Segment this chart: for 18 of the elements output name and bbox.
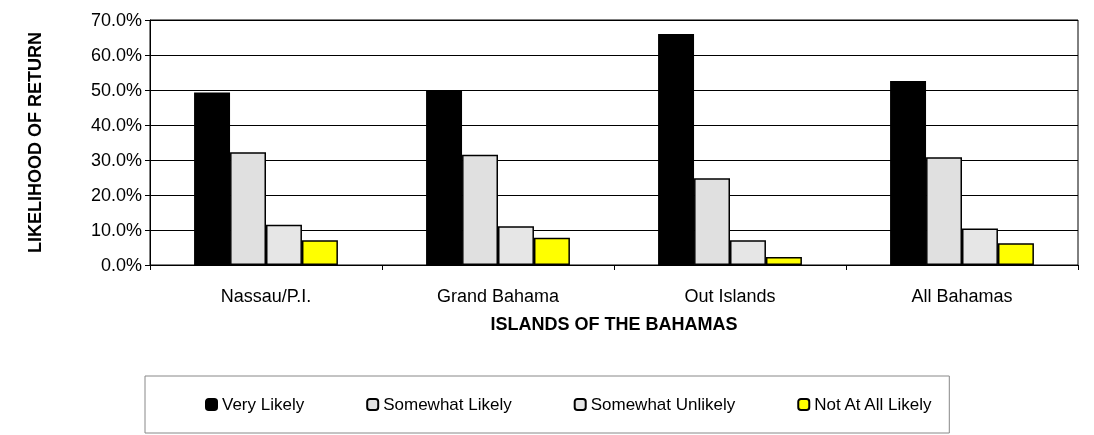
y-tick-label: 0.0%	[100, 255, 142, 275]
legend-label: Not At All Likely	[814, 395, 932, 414]
legend-label: Somewhat Unlikely	[590, 395, 736, 414]
y-tick-label: 50.0%	[90, 80, 142, 100]
y-tick-label: 40.0%	[90, 115, 142, 135]
legend-label: Somewhat Likely	[383, 395, 513, 414]
y-tick-label: 10.0%	[90, 220, 142, 240]
y-tick-label: 20.0%	[90, 185, 142, 205]
x-tick-label: Grand Bahama	[436, 286, 561, 306]
x-axis-title: ISLANDS OF THE BAHAMAS	[490, 314, 738, 334]
y-tick-label: 70.0%	[90, 10, 142, 30]
legend-label: Very Likely	[222, 395, 305, 414]
x-tick-label: Out Islands	[684, 286, 776, 306]
x-tick-label: Nassau/P.I.	[220, 286, 312, 306]
y-tick-label: 60.0%	[90, 45, 142, 65]
y-tick-label: 30.0%	[90, 150, 142, 170]
x-tick-label: All Bahamas	[911, 286, 1013, 306]
y-axis-title: LIKELIHOOD OF RETURN	[25, 32, 45, 253]
